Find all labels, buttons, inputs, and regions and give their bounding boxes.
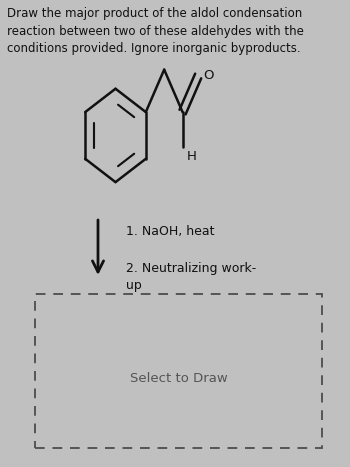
Text: Select to Draw: Select to Draw [130, 373, 228, 385]
Text: O: O [203, 70, 214, 83]
Text: 2. Neutralizing work-
up: 2. Neutralizing work- up [126, 262, 256, 291]
Text: Draw the major product of the aldol condensation
reaction between two of these a: Draw the major product of the aldol cond… [7, 7, 304, 55]
Bar [35, 294, 322, 448]
Text: H: H [187, 150, 197, 163]
Text: 1. NaOH, heat: 1. NaOH, heat [126, 225, 215, 238]
